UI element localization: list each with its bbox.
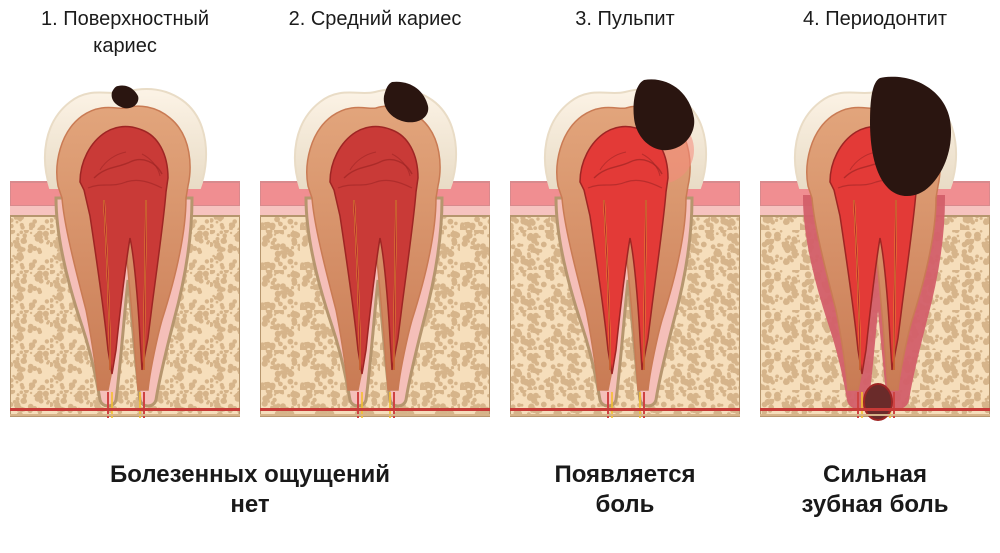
pain-row: Болезенных ощущений нет Появляется боль … [0, 460, 1000, 520]
pain-label-2: Появляется боль [500, 460, 750, 520]
pain-label-1: Болезенных ощущений нет [0, 460, 500, 520]
stage-1: 1. Поверхностный кариес [0, 0, 250, 460]
tooth-2 [260, 70, 490, 440]
stage-1-title: 1. Поверхностный кариес [41, 0, 209, 70]
tooth-1 [10, 70, 240, 440]
stage-3-title: 3. Пульпит [575, 0, 674, 70]
stage-row: 1. Поверхностный кариес [0, 0, 1000, 460]
stage-4: 4. Периодонтит [750, 0, 1000, 460]
tooth-3 [510, 70, 740, 440]
pain-label-3: Сильная зубная боль [750, 460, 1000, 520]
stage-2: 2. Средний кариес [250, 0, 500, 460]
tooth-4 [760, 70, 990, 440]
stage-4-title: 4. Периодонтит [803, 0, 947, 70]
stage-2-title: 2. Средний кариес [289, 0, 462, 70]
stage-3: 3. Пульпит [500, 0, 750, 460]
